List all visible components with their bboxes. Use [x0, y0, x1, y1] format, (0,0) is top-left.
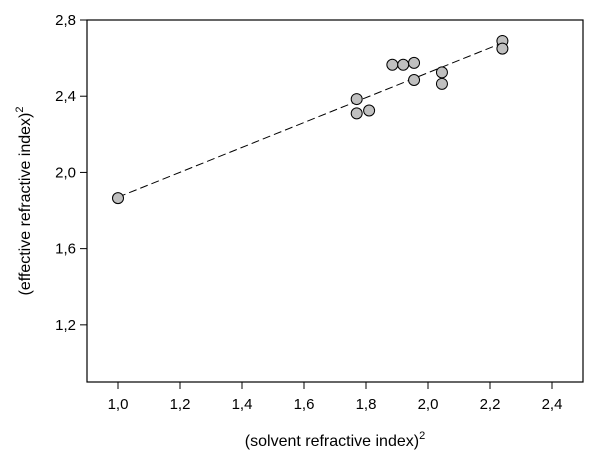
- y-tick-label: 1,6: [55, 241, 76, 258]
- y-tick-label: 1,2: [55, 317, 76, 334]
- y-tick-label: 2,8: [55, 12, 76, 29]
- x-axis-label-superscript: 2: [419, 430, 425, 442]
- x-tick-label: 1,8: [356, 396, 377, 413]
- x-axis-label: (solvent refractive index)2: [245, 430, 425, 450]
- data-point: [408, 74, 421, 87]
- fit-line-group: [117, 42, 503, 198]
- fit-line: [117, 42, 503, 198]
- data-point: [408, 56, 421, 69]
- data-point: [350, 107, 363, 120]
- data-points: [112, 34, 509, 205]
- data-point: [435, 66, 448, 79]
- data-point: [496, 42, 509, 55]
- x-axis-ticks: 1,0 1,2 1,4 1,6 1,8 2,0 2,2 2,4: [108, 382, 563, 413]
- x-tick-label: 2,0: [418, 396, 439, 413]
- y-axis-ticks: 1,2 1,6 2,0 2,4 2,8: [55, 12, 87, 334]
- x-axis-label-text: (solvent refractive index): [245, 433, 419, 450]
- x-tick-label: 2,2: [480, 396, 501, 413]
- x-tick-label: 1,4: [232, 396, 253, 413]
- y-tick-label: 2,0: [55, 164, 76, 181]
- data-point: [363, 104, 376, 117]
- x-tick-label: 1,2: [170, 396, 191, 413]
- y-axis-label-text: (effective refractive index): [17, 113, 34, 296]
- data-point: [386, 58, 399, 71]
- y-axis-label: (effective refractive index)2: [14, 106, 34, 295]
- plot-area: [86, 19, 584, 383]
- y-axis-label-superscript: 2: [14, 106, 26, 112]
- data-point: [112, 192, 124, 205]
- data-point: [435, 77, 448, 90]
- data-point: [350, 93, 363, 106]
- x-tick-label: 1,0: [108, 396, 129, 413]
- y-tick-label: 2,4: [55, 88, 76, 105]
- x-tick-label: 1,6: [294, 396, 315, 413]
- x-tick-label: 2,4: [542, 396, 563, 413]
- data-point: [397, 58, 410, 71]
